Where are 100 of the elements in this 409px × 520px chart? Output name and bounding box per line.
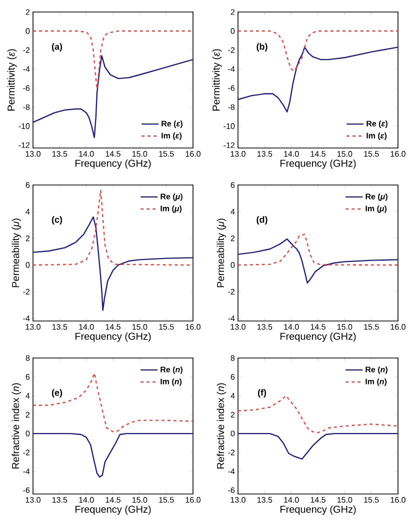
x-tick-label: 13.5 [257, 151, 272, 157]
annotation: (a) [52, 43, 62, 52]
y-tick-label: -4 [228, 66, 235, 72]
y-tick-label: -2 [228, 450, 235, 456]
x-tick-label: 13.5 [52, 151, 68, 157]
y-tick-label: 8 [230, 355, 235, 361]
x-tick-label: 16.0 [390, 151, 406, 157]
x-tick-label: 16.0 [186, 324, 200, 330]
x-tick-label: 13.5 [257, 497, 272, 503]
legend-label: Re (ε) [366, 120, 388, 128]
y-tick-label: -6 [228, 487, 235, 494]
line-series [238, 432, 398, 460]
y-tick-label: -6 [228, 85, 235, 91]
legend-label: Im (n) [160, 378, 182, 386]
x-tick-label: 14.0 [284, 324, 299, 330]
y-tick-label: -8 [228, 104, 235, 110]
y-tick-label: 2 [230, 412, 235, 418]
y-tick-label: 0 [230, 430, 235, 436]
x-axis-title: Frequency (GHz) [75, 332, 151, 342]
y-tick-label: -2 [23, 47, 30, 53]
y-tick-label: 8 [26, 355, 30, 361]
line-series [33, 432, 193, 478]
y-tick-label: 4 [26, 393, 30, 399]
y-tick-label: -4 [23, 468, 30, 474]
y-axis-title: Permittivity (ε) [212, 49, 222, 111]
x-tick-label: 16.0 [186, 151, 200, 157]
y-tick-label: 6 [230, 374, 235, 380]
y-tick-label: 0 [26, 28, 30, 34]
x-tick-label: 14.5 [310, 324, 326, 330]
legend-label: Re (μ) [366, 193, 388, 201]
y-tick-label: -8 [23, 104, 30, 110]
y-tick-label: -4 [23, 316, 30, 322]
y-tick-label: -2 [23, 450, 30, 456]
line-series [238, 238, 398, 284]
y-tick-label: 0 [230, 262, 235, 268]
legend-label: Re (n) [160, 366, 182, 374]
x-axis-title: Frequency (GHz) [280, 332, 356, 342]
legend-label: Re (ε) [162, 120, 182, 128]
x-tick-label: 14.5 [106, 324, 120, 330]
y-tick-label: 6 [26, 182, 30, 188]
y-tick-label: 2 [26, 9, 30, 15]
y-axis-title: Refractive index (n) [216, 383, 226, 469]
x-tick-label: 13.0 [26, 497, 40, 503]
x-tick-label: 15.5 [364, 497, 379, 503]
x-tick-label: 14.5 [310, 497, 326, 503]
y-tick-label: 4 [26, 208, 30, 214]
line-series [33, 372, 193, 432]
y-tick-label: -2 [228, 288, 235, 294]
x-tick-label: 14.0 [79, 151, 94, 157]
x-tick-label: 15.5 [159, 497, 174, 503]
y-axis-title: Refractive index (n) [12, 383, 22, 469]
x-tick-label: 13.0 [230, 497, 246, 503]
y-tick-label: -2 [228, 47, 235, 53]
x-tick-label: 13.5 [257, 324, 272, 330]
x-tick-label: 14.5 [310, 151, 326, 157]
y-tick-label: 2 [230, 236, 235, 242]
y-tick-label: 6 [230, 182, 235, 188]
y-tick-label: 2 [26, 412, 30, 418]
x-tick-label: 15.0 [132, 324, 148, 330]
annotation: (f) [258, 389, 266, 398]
annotation: (b) [256, 43, 268, 52]
legend-label: Im (ε) [366, 132, 387, 140]
y-tick-label: -6 [23, 487, 30, 494]
x-tick-label: 14.0 [284, 151, 299, 157]
x-tick-label: 16.0 [390, 497, 406, 503]
y-tick-label: 4 [230, 208, 235, 214]
legend-label: Re (n) [366, 366, 388, 374]
y-tick-label: 2 [230, 9, 235, 15]
x-tick-label: 13.0 [230, 151, 246, 157]
y-tick-label: -4 [23, 66, 30, 72]
y-tick-label: -12 [224, 142, 235, 148]
legend-label: Im (ε) [162, 132, 182, 140]
x-tick-label: 15.0 [132, 151, 148, 157]
y-tick-label: -4 [228, 316, 235, 322]
y-tick-label: -10 [18, 123, 30, 129]
y-tick-label: 2 [26, 236, 30, 242]
y-tick-label: 0 [26, 262, 30, 268]
y-tick-label: 0 [26, 430, 30, 436]
legend-label: Re (μ) [160, 193, 182, 201]
line-series [33, 30, 193, 90]
y-tick-label: -2 [23, 288, 30, 294]
legend-label: Im (n) [366, 378, 387, 386]
x-axis-title: Frequency (GHz) [75, 505, 151, 515]
x-tick-label: 15.0 [337, 151, 352, 157]
y-tick-label: -4 [228, 468, 235, 474]
x-tick-label: 13.5 [52, 324, 68, 330]
x-tick-label: 13.0 [26, 151, 40, 157]
x-tick-label: 16.0 [390, 324, 406, 330]
x-tick-label: 15.5 [159, 324, 174, 330]
x-tick-label: 13.0 [230, 324, 246, 330]
x-axis-title: Frequency (GHz) [280, 505, 356, 515]
x-tick-label: 16.0 [186, 497, 200, 503]
line-series [238, 30, 398, 72]
x-tick-label: 13.5 [52, 497, 68, 503]
x-tick-label: 14.5 [106, 497, 120, 503]
legend-label: Im (μ) [366, 205, 387, 213]
x-tick-label: 14.0 [79, 324, 94, 330]
y-tick-label: 6 [26, 374, 30, 380]
x-tick-label: 15.5 [364, 151, 379, 157]
x-tick-label: 15.5 [364, 324, 379, 330]
